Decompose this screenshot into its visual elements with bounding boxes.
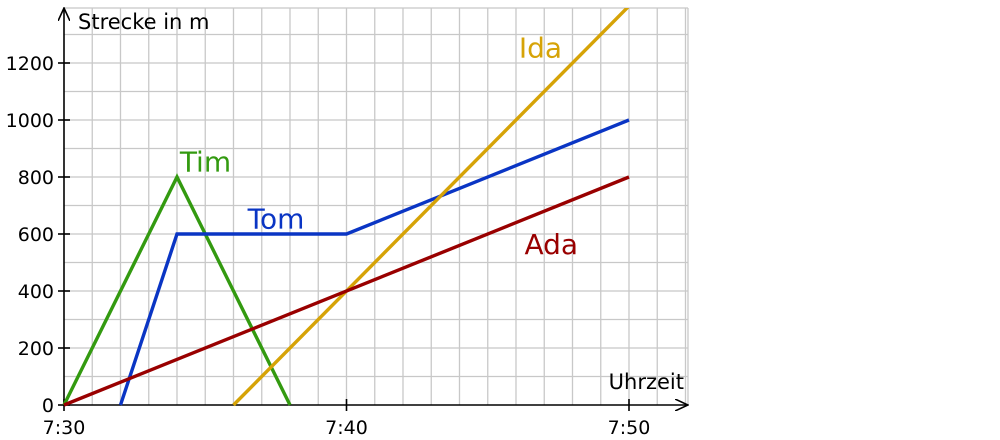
series-lines (62, 8, 630, 407)
y-tick-label: 1200 (6, 53, 54, 75)
series-line-tom (118, 118, 630, 406)
series-line-ada (63, 175, 630, 407)
y-tick-label: 200 (18, 338, 54, 360)
x-axis-title: Uhrzeit (609, 370, 684, 394)
x-tick-label: 7:50 (608, 417, 651, 439)
series-label-ada: Ada (524, 228, 578, 261)
labels: Strecke in m Uhrzeit Tim Tom Ida Ada (78, 10, 684, 394)
y-tick-label: 0 (42, 395, 54, 417)
y-axis-title: Strecke in m (78, 10, 210, 34)
axes: 0 200 400 600 800 1000 1200 7:30 7:40 7:50 (6, 9, 687, 439)
x-tick-label: 7:40 (325, 417, 368, 439)
series-label-tim: Tim (179, 145, 231, 178)
y-tick-label: 800 (18, 167, 54, 189)
y-tick-label: 600 (18, 224, 54, 246)
series-label-ida: Ida (519, 31, 562, 64)
x-tick-label: 7:30 (43, 417, 86, 439)
series-label-tom: Tom (247, 202, 305, 235)
y-tick-label: 400 (18, 281, 54, 303)
grid (64, 7, 689, 405)
y-tick-label: 1000 (6, 110, 54, 132)
series-line-ida (232, 8, 630, 407)
